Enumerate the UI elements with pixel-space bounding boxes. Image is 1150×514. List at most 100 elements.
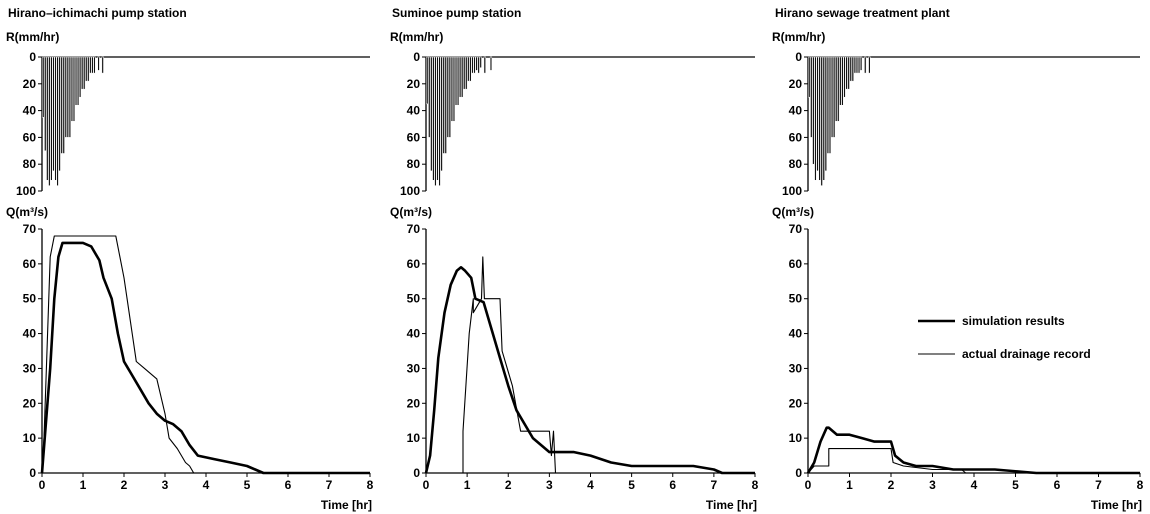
rainfall-bar <box>440 56 443 172</box>
rainfall-bar <box>97 56 100 71</box>
discharge-y-tick-label: 60 <box>23 257 37 271</box>
actual-drainage-record-line <box>41 235 370 474</box>
rainfall-y-tick-label: 20 <box>407 77 421 91</box>
rainfall-bar <box>426 56 429 105</box>
rainfall-y-tick-label: 80 <box>789 157 803 171</box>
rainfall-y-tick-label: 0 <box>29 50 36 64</box>
rainfall-bar <box>432 56 435 181</box>
rainfall-bar <box>91 56 94 74</box>
rainfall-bar <box>849 56 852 82</box>
chart-panel-3: Hirano sewage treatment plantR(mm/hr)020… <box>772 6 1144 512</box>
rainfall-bar <box>473 56 476 74</box>
rainfall-y-tick-label: 40 <box>407 104 421 118</box>
rainfall-bar <box>839 56 842 106</box>
rainfall-bar <box>822 56 825 181</box>
rainfall-bar <box>87 56 90 82</box>
discharge-y-tick-label: 0 <box>795 466 802 480</box>
rainfall-y-tick-label: 0 <box>413 50 420 64</box>
rainfall-bar <box>85 56 88 82</box>
time-x-tick-label: 6 <box>285 478 292 492</box>
rainfall-bar <box>864 56 867 74</box>
rainfall-bar <box>469 56 472 82</box>
rainfall-bar <box>77 56 80 106</box>
rainfall-bar <box>64 56 67 138</box>
rainfall-y-tick-label: 100 <box>400 184 420 198</box>
rainfall-bar <box>826 56 830 154</box>
time-axis-label: Time [hr] <box>706 498 757 512</box>
legend-simulation-label: simulation results <box>962 314 1065 328</box>
time-x-tick-label: 4 <box>203 478 210 492</box>
time-x-tick-label: 1 <box>464 478 471 492</box>
rainfall-bar <box>828 56 832 154</box>
rainfall-bar <box>48 56 51 186</box>
rainfall-bar <box>430 56 433 172</box>
time-x-tick-label: 7 <box>1095 478 1102 492</box>
discharge-y-tick-label: 0 <box>413 466 420 480</box>
rainfall-y-tick-label: 80 <box>23 157 37 171</box>
discharge-y-tick-label: 0 <box>29 466 36 480</box>
actual-drainage-record-line <box>426 256 755 474</box>
rainfall-bar <box>824 56 827 172</box>
rainfall-bar <box>471 56 474 74</box>
rainfall-bar <box>489 56 493 71</box>
rainfall-y-tick-label: 100 <box>16 184 36 198</box>
rainfall-bar <box>81 56 84 90</box>
rainfall-bar <box>446 56 449 138</box>
rainfall-axis-label: R(mm/hr) <box>6 30 59 44</box>
discharge-y-tick-label: 30 <box>789 361 803 375</box>
discharge-y-tick-label: 50 <box>789 292 803 306</box>
discharge-y-tick-label: 20 <box>407 396 421 410</box>
rainfall-bar <box>830 56 834 138</box>
time-x-tick-label: 6 <box>669 478 676 492</box>
rainfall-y-tick-label: 100 <box>782 184 802 198</box>
rainfall-bar <box>58 56 61 172</box>
discharge-y-tick-label: 60 <box>789 257 803 271</box>
time-x-tick-label: 5 <box>1012 478 1019 492</box>
chart-panel-2: Suminoe pump stationR(mm/hr)020406080100… <box>390 6 759 512</box>
time-axis-label: Time [hr] <box>1091 498 1142 512</box>
time-x-tick-label: 0 <box>805 478 812 492</box>
rainfall-bar <box>72 56 76 122</box>
rainfall-bar <box>816 56 819 172</box>
discharge-y-tick-label: 70 <box>789 222 803 236</box>
time-x-tick-label: 8 <box>367 478 374 492</box>
rainfall-bar <box>860 56 863 71</box>
rainfall-bar <box>50 56 53 181</box>
chart-title: Suminoe pump station <box>392 6 521 20</box>
rainfall-bar <box>79 56 82 98</box>
rainfall-bar <box>442 56 445 154</box>
discharge-axis-label: Q(m³/s) <box>772 205 814 219</box>
chart-title: Hirano–ichimachi pump station <box>8 6 187 20</box>
discharge-axis-label: Q(m³/s) <box>6 205 48 219</box>
rainfall-bar <box>52 56 55 172</box>
discharge-y-tick-label: 50 <box>23 292 37 306</box>
legend-actual-label: actual drainage record <box>962 347 1091 361</box>
rainfall-bar <box>66 56 69 138</box>
rainfall-bar <box>68 56 71 138</box>
simulation-results-line <box>806 426 1140 475</box>
discharge-y-tick-label: 40 <box>407 327 421 341</box>
rainfall-bar <box>89 56 92 74</box>
actual-drainage-record-line <box>807 448 1140 474</box>
chart-panel-1: Hirano–ichimachi pump stationR(mm/hr)020… <box>6 6 374 512</box>
rainfall-bar <box>845 56 848 90</box>
rainfall-bar <box>467 56 470 82</box>
rainfall-bar <box>477 56 480 74</box>
discharge-y-tick-label: 70 <box>407 222 421 236</box>
rainfall-bar <box>438 56 441 186</box>
rainfall-bar <box>841 56 844 106</box>
rainfall-bar <box>434 56 437 186</box>
rainfall-y-tick-label: 80 <box>407 157 421 171</box>
rainfall-bar <box>479 56 482 68</box>
time-x-tick-label: 8 <box>1137 478 1144 492</box>
rainfall-bar <box>454 56 458 106</box>
rainfall-bar <box>450 56 453 122</box>
rainfall-bar <box>428 56 431 138</box>
rainfall-bar <box>465 56 468 90</box>
rainfall-bar <box>461 56 464 98</box>
rainfall-y-tick-label: 40 <box>789 104 803 118</box>
rainfall-y-tick-label: 60 <box>789 130 803 144</box>
time-x-tick-label: 8 <box>752 478 759 492</box>
rainfall-axis-label: R(mm/hr) <box>390 30 443 44</box>
